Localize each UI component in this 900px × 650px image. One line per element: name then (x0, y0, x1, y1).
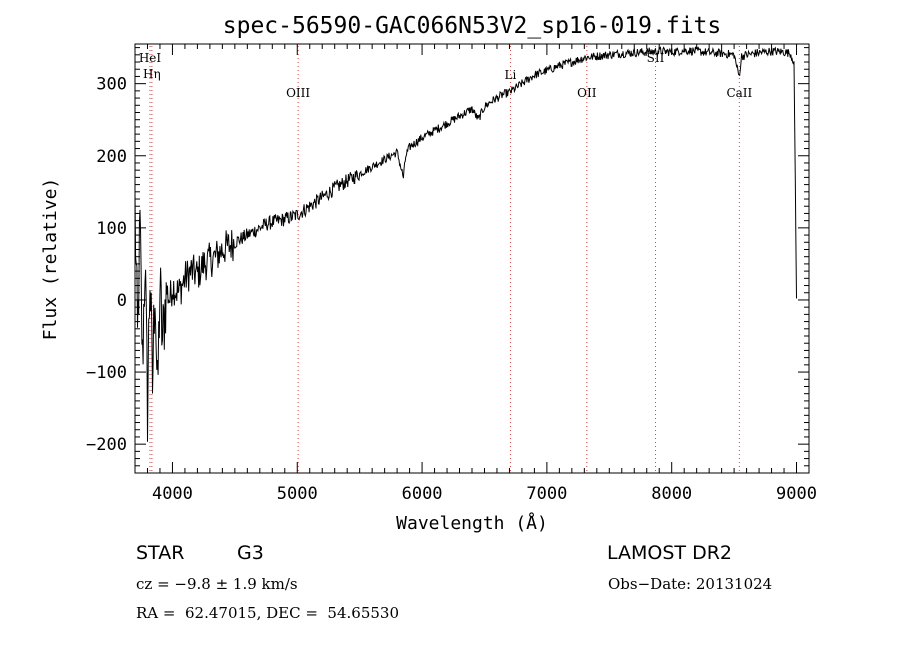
y-tick-label-300: 300 (96, 75, 127, 95)
line-label-Li: Li (505, 68, 517, 82)
spectrum-line (134, 45, 797, 442)
object-subclass: G3 (237, 542, 264, 564)
spectrum-chart: spec-56590-GAC066N53V2_sp16-019.fits HeI… (40, 13, 817, 534)
obs-date-text: Obs−Date: 20131024 (608, 575, 773, 593)
line-label-OII: OII (577, 86, 597, 100)
y-tick-label-100: 100 (96, 219, 127, 239)
x-tick-label-4000: 4000 (152, 484, 193, 504)
axes: 4000 5000 6000 7000 8000 9000 −200 −100 0 100 200 3… (86, 44, 817, 504)
line-label-Hη: Hη (143, 67, 161, 81)
x-axis-label: Wavelength (Å) (396, 512, 548, 534)
object-class: STAR (136, 542, 185, 564)
x-tick-label-9000: 9000 (776, 484, 817, 504)
y-tick-label-200: 200 (96, 147, 127, 167)
coordinates-text: RA = 62.47015, DEC = 54.65530 (136, 604, 400, 622)
redshift-text: cz = −9.8 ± 1.9 km/s (136, 575, 298, 593)
x-tick-label-8000: 8000 (651, 484, 692, 504)
spectrum-series (134, 45, 797, 442)
line-label-SII: SII (647, 51, 665, 65)
y-tick-label--100: −100 (86, 363, 127, 383)
y-axis-label: Flux (relative) (40, 178, 61, 341)
x-tick-label-6000: 6000 (402, 484, 443, 504)
y-tick-label--200: −200 (86, 435, 127, 455)
x-tick-label-7000: 7000 (526, 484, 567, 504)
line-label-CaII: CaII (726, 86, 752, 100)
y-tick-label-0: 0 (117, 291, 127, 311)
line-markers: HeI Hη OIII Li OII SII CaII (139, 46, 753, 471)
survey-name: LAMOST DR2 (607, 542, 732, 564)
line-label-HeI: HeI (139, 51, 162, 65)
chart-title: spec-56590-GAC066N53V2_sp16-019.fits (223, 13, 722, 39)
x-tick-label-5000: 5000 (277, 484, 318, 504)
line-label-OIII: OIII (286, 86, 310, 100)
